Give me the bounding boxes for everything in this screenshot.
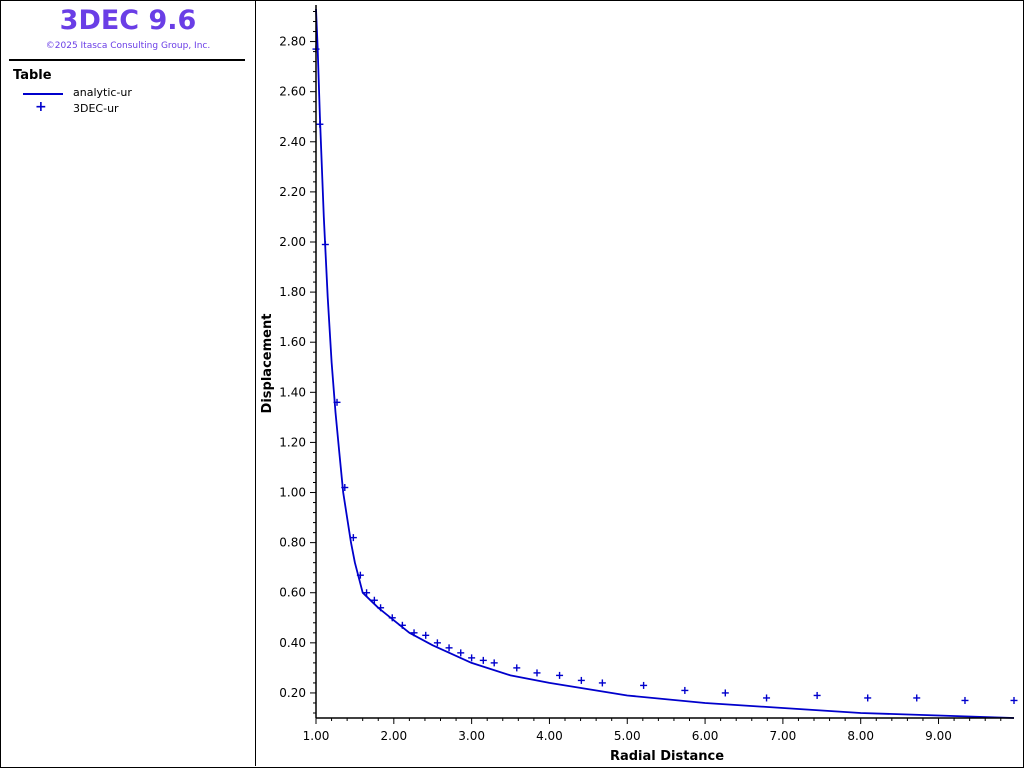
y-tick-label: 2.40 xyxy=(279,135,306,149)
data-point-3dec-ur xyxy=(445,644,453,652)
data-point-3dec-ur xyxy=(513,664,521,672)
line-swatch-icon xyxy=(23,93,63,95)
data-point-3dec-ur xyxy=(721,689,729,697)
data-point-3dec-ur xyxy=(479,656,487,664)
x-tick-label: 5.00 xyxy=(614,729,641,743)
y-tick-label: 1.00 xyxy=(279,486,306,500)
y-tick-label: 2.00 xyxy=(279,235,306,249)
plot-area: 0.20 0.40 0.60 0.80 1.00 1.20 1.40 1.60 1.80 2.00… xyxy=(256,1,1022,766)
y-axis-label: Displacement xyxy=(260,314,275,414)
x-tick-label: 6.00 xyxy=(692,729,719,743)
data-point-3dec-ur xyxy=(913,694,921,702)
copyright-notice: ©2025 Itasca Consulting Group, Inc. xyxy=(45,41,211,51)
data-point-3dec-ur xyxy=(370,596,378,604)
data-point-3dec-ur xyxy=(490,659,498,667)
data-point-3dec-ur xyxy=(341,484,349,492)
y-tick-label: 0.60 xyxy=(279,586,306,600)
x-axis-label: Radial Distance xyxy=(610,749,724,764)
data-point-3dec-ur xyxy=(321,240,329,248)
data-point-3dec-ur xyxy=(813,691,821,699)
data-point-3dec-ur xyxy=(316,120,324,128)
data-point-3dec-ur xyxy=(410,629,418,637)
app-title: 3DEC 9.6 xyxy=(59,5,197,36)
data-point-3dec-ur xyxy=(864,694,872,702)
title-divider xyxy=(9,59,245,61)
data-point-3dec-ur xyxy=(388,614,396,622)
x-tick-label: 4.00 xyxy=(536,729,563,743)
x-tick-label: 1.00 xyxy=(303,729,330,743)
y-tick-label: 1.80 xyxy=(279,285,306,299)
data-point-3dec-ur xyxy=(398,621,406,629)
data-point-3dec-ur xyxy=(422,631,430,639)
data-point-3dec-ur xyxy=(961,696,969,704)
legend-item-label: analytic-ur xyxy=(73,86,132,99)
series-layer xyxy=(312,8,1018,719)
x-tick-label: 8.00 xyxy=(847,729,874,743)
data-point-3dec-ur xyxy=(577,676,585,684)
data-point-3dec-ur xyxy=(556,671,564,679)
data-point-3dec-ur xyxy=(363,589,371,597)
data-point-3dec-ur xyxy=(533,669,541,677)
data-point-3dec-ur xyxy=(433,639,441,647)
data-point-3dec-ur xyxy=(349,534,357,542)
series-line-analytic-ur xyxy=(315,8,1015,719)
data-point-3dec-ur xyxy=(333,398,341,406)
y-tick-label: 2.20 xyxy=(279,185,306,199)
data-point-3dec-ur xyxy=(598,679,606,687)
legend-heading: Table xyxy=(13,68,52,83)
plus-marker-icon: + xyxy=(35,99,47,115)
data-point-3dec-ur xyxy=(640,681,648,689)
data-point-3dec-ur xyxy=(468,654,476,662)
data-point-3dec-ur xyxy=(763,694,771,702)
y-tick-label: 0.40 xyxy=(279,636,306,650)
y-tick-label: 1.20 xyxy=(279,435,306,449)
legend-panel: 3DEC 9.6 ©2025 Itasca Consulting Group, … xyxy=(1,1,256,766)
x-tick-label: 7.00 xyxy=(770,729,797,743)
x-tick-label: 2.00 xyxy=(380,729,407,743)
y-tick-label: 1.60 xyxy=(279,335,306,349)
x-axis-ticks: 1.00 2.00 3.00 4.00 5.00 6.00 7.00 8.00 9.00 xyxy=(303,718,1002,743)
y-tick-label: 0.20 xyxy=(279,686,306,700)
data-point-3dec-ur xyxy=(356,571,364,579)
y-tick-label: 2.60 xyxy=(279,85,306,99)
data-point-3dec-ur xyxy=(377,604,385,612)
x-tick-label: 9.00 xyxy=(925,729,952,743)
y-axis-ticks: 0.20 0.40 0.60 0.80 1.00 1.20 1.40 1.60 1.80 2.00… xyxy=(279,11,316,714)
y-tick-label: 1.40 xyxy=(279,385,306,399)
chart-svg: 0.20 0.40 0.60 0.80 1.00 1.20 1.40 1.60 1.80 2.00… xyxy=(260,5,1018,764)
data-point-3dec-ur xyxy=(1010,696,1018,704)
y-tick-label: 0.80 xyxy=(279,536,306,550)
data-point-3dec-ur xyxy=(681,686,689,694)
data-point-3dec-ur xyxy=(457,649,465,657)
y-tick-label: 2.80 xyxy=(279,35,306,49)
legend-item-label: 3DEC-ur xyxy=(73,102,119,115)
x-tick-label: 3.00 xyxy=(458,729,485,743)
